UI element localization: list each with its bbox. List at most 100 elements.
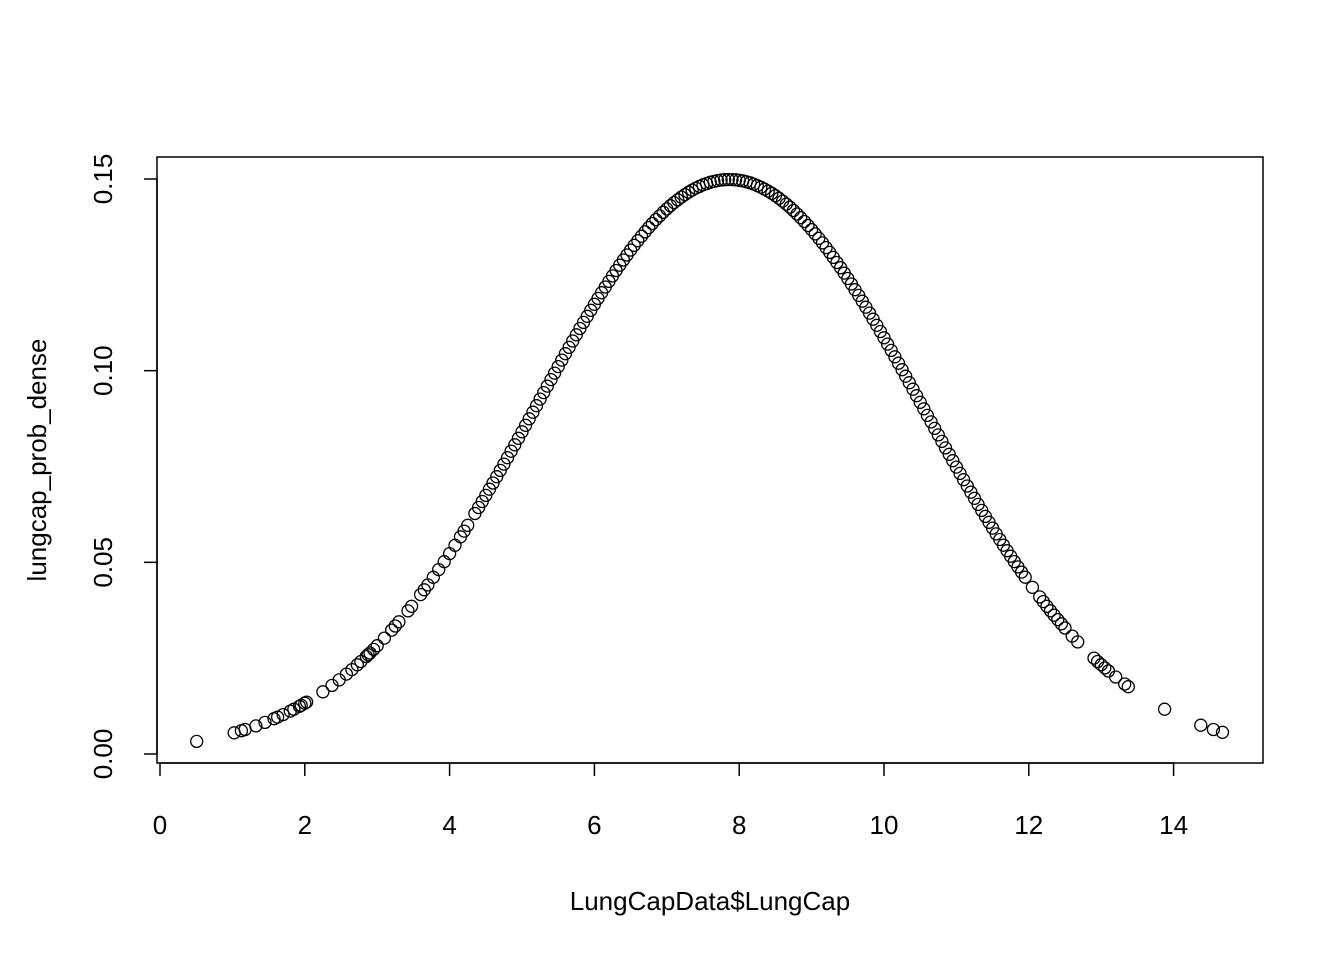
data-point: [899, 369, 913, 383]
y-tick-label: 0.10: [88, 345, 118, 396]
data-point: [316, 685, 330, 699]
data-point: [938, 441, 953, 455]
data-point: [645, 216, 659, 231]
data-point: [385, 623, 399, 637]
x-tick-label: 6: [587, 810, 601, 840]
data-point: [783, 200, 797, 214]
data-point: [511, 431, 526, 445]
data-point: [725, 172, 739, 187]
x-tick-label: 14: [1159, 810, 1188, 840]
data-point: [1047, 608, 1061, 622]
data-point: [1121, 680, 1135, 694]
data-point: [493, 463, 507, 478]
data-point: [942, 447, 956, 461]
data-point: [891, 356, 906, 370]
data-point: [642, 220, 656, 235]
data-point: [801, 218, 815, 233]
data-point: [298, 696, 312, 710]
plot-box: [156, 156, 1264, 764]
data-point: [631, 234, 645, 248]
y-axis-label: lungcap_prob_dense: [22, 339, 52, 582]
y-axis: 0.00 0.05 0.10 0.15: [88, 154, 158, 780]
data-point: [920, 408, 935, 423]
data-point: [935, 434, 949, 449]
data-point: [227, 726, 241, 740]
data-point: [1206, 722, 1221, 737]
data-point: [555, 353, 569, 367]
data-point: [786, 203, 801, 218]
data-point: [529, 399, 544, 413]
data-point: [533, 392, 547, 406]
data-point: [928, 421, 942, 436]
data-point: [808, 227, 822, 241]
data-point: [1087, 651, 1101, 665]
data-point: [1071, 635, 1085, 649]
data-point: [681, 185, 696, 199]
data-point: [392, 615, 406, 629]
data-point: [350, 658, 364, 672]
data-point: [877, 331, 891, 345]
data-point: [515, 425, 529, 439]
data-point: [377, 631, 392, 645]
data-point: [370, 639, 384, 653]
data-point: [413, 587, 428, 602]
x-axis-label: LungCapData$LungCap: [570, 886, 850, 916]
data-point: [1033, 590, 1047, 604]
data-point: [627, 238, 641, 252]
data-point: [497, 457, 511, 471]
data-point: [812, 231, 826, 245]
data-point: [638, 225, 652, 239]
data-point: [1094, 658, 1108, 672]
data-point: [671, 193, 685, 207]
data-point: [956, 473, 971, 487]
data-point: [1118, 677, 1132, 691]
data-point: [486, 476, 500, 490]
data-point: [1040, 599, 1054, 613]
data-point: [895, 363, 909, 377]
x-tick-label: 4: [442, 810, 456, 840]
data-point: [1215, 725, 1230, 739]
data-point: [448, 538, 462, 552]
data-point: [674, 190, 688, 204]
data-point: [913, 395, 927, 409]
data-point: [522, 412, 536, 426]
x-axis: 0 2 4 6 8 10 12 14: [153, 762, 1188, 840]
data-point: [1194, 718, 1208, 732]
data-point: [678, 187, 692, 202]
data-point: [888, 350, 902, 364]
data-point: [1058, 621, 1072, 635]
data-point: [1043, 604, 1058, 618]
data-point: [765, 186, 779, 200]
data-point: [404, 599, 419, 613]
data-point: [634, 229, 649, 243]
data-point: [931, 428, 945, 442]
data-point: [276, 707, 290, 722]
data-point: [1054, 617, 1069, 631]
data-point: [569, 328, 583, 342]
data-point: [508, 438, 522, 452]
data-point: [1101, 664, 1116, 678]
data-point: [902, 376, 916, 390]
y-tick-label: 0.00: [88, 729, 118, 780]
data-point: [924, 415, 938, 429]
data-point: [790, 207, 804, 221]
data-point: [540, 379, 554, 393]
data-points: [190, 172, 1230, 749]
data-point: [1025, 580, 1040, 594]
data-point: [1051, 612, 1065, 627]
x-tick-label: 0: [153, 810, 167, 840]
x-tick-label: 10: [870, 810, 899, 840]
data-point: [906, 382, 920, 396]
data-point: [909, 389, 924, 403]
data-point: [190, 734, 204, 749]
data-point: [797, 214, 812, 229]
data-point: [518, 418, 533, 432]
data-point: [359, 649, 373, 664]
data-point: [258, 715, 272, 730]
data-point: [721, 172, 735, 187]
data-point: [388, 619, 402, 633]
data-point: [660, 202, 674, 216]
data-point: [1018, 570, 1032, 584]
x-tick-label: 12: [1014, 810, 1043, 840]
